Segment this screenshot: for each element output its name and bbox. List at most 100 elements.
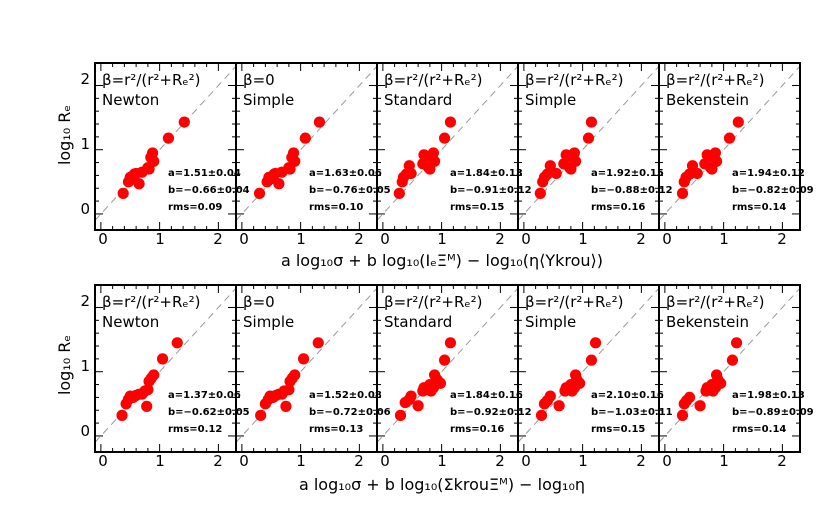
row0-col4-xtick-2: 2: [777, 230, 787, 248]
panel-r1-c2-one-to-one-line: [376, 287, 519, 443]
row0-col3-xtick-0: 0: [521, 230, 531, 248]
row1-col0-xtick-0: 0: [98, 452, 108, 470]
panel-r1-c1-title-line1: β=0: [243, 293, 275, 311]
panel-r1-c3-stat-0: a=2.10±0.16: [591, 390, 664, 401]
panel-r0-c0-point-13: [162, 132, 175, 144]
panel-r1-c3: β=r²/(r²+Rₑ²) Simple a=2.10±0.16 b=−1.03±0.…: [517, 284, 673, 453]
panel-r1-c0-point-9: [141, 400, 153, 412]
panel-r0-c4-title-line2: Bekenstein: [666, 91, 749, 109]
panel-r1-c0-point-14: [156, 353, 169, 365]
panel-r0-c1-point-14: [313, 116, 326, 128]
panel-r0-c2-point-5: [405, 167, 417, 180]
panel-r1-c4-point-3: [683, 391, 696, 404]
panel-r0-c4-one-to-one-line: [658, 65, 801, 221]
panel-r1-c2-point-0: [394, 409, 407, 421]
panel-r1-c3-title-line2: Simple: [525, 313, 576, 331]
row1-col3-xtick-0: 0: [521, 452, 531, 470]
row1-col4-xtick-0: 0: [662, 452, 672, 470]
row1-col1-xtick-0: 0: [239, 452, 249, 470]
panel-r0-c0-one-to-one-line: [94, 65, 237, 221]
row0-col2-xtick-1: 1: [437, 230, 447, 248]
row0-ytick-1: 1: [80, 135, 90, 153]
panel-r0-c1-stat-1: b=−0.76±0.05: [309, 185, 391, 196]
row1-col2-xtick-1: 1: [437, 452, 447, 470]
panel-r0-c3-point-11: [568, 147, 581, 159]
row1-ytick-2: 2: [80, 292, 90, 310]
panel-r1-c1-point-14: [297, 353, 310, 365]
panel-r1-c3-stat-1: b=−1.03±0.11: [591, 407, 673, 418]
panel-r0-c1-stat-2: rms=0.10: [309, 202, 363, 213]
panel-r0-c3-stat-2: rms=0.16: [591, 202, 645, 213]
panel-r0-c4-point-0: [676, 187, 689, 199]
panel-r0-c3-title-line1: β=r²/(r²+Rₑ²): [525, 71, 624, 89]
panel-r1-c1-one-to-one-line: [235, 287, 378, 443]
panel-r1-c4-stat-0: a=1.98±0.13: [732, 390, 805, 401]
panel-r0-c4-title-line1: β=r²/(r²+Rₑ²): [666, 71, 765, 89]
row0-ytick-2: 2: [80, 70, 90, 88]
panel-r0-c0-stat-2: rms=0.09: [168, 202, 222, 213]
row1-col0-xtick-1: 1: [155, 452, 165, 470]
panel-r0-c1-title-line1: β=0: [243, 71, 275, 89]
panel-r1-c4-point-13: [715, 377, 727, 389]
panel-r1-c4: β=r²/(r²+Rₑ²) Bekenstein a=1.98±0.13 b=−0.8…: [658, 284, 814, 453]
panel-r1-c2-point-4: [412, 400, 424, 412]
panel-r0-c0-title-line1: β=r²/(r²+Rₑ²): [102, 71, 201, 89]
row0-ytick-0: 0: [80, 200, 90, 218]
panel-r1-c2-stat-1: b=−0.92±0.12: [450, 407, 532, 418]
panel-r0-c4-stat-1: b=−0.82±0.09: [732, 185, 814, 196]
panel-r0-c0-stat-1: b=−0.66±0.04: [168, 185, 250, 196]
panel-r0-c1-point-11: [287, 147, 300, 159]
row1-col3-xtick-2: 2: [636, 452, 646, 470]
panel-r1-c2-point-13: [434, 377, 447, 389]
panel-r1-c0: β=r²/(r²+Rₑ²) Newton a=1.37±0.06 b=−0.62±0.…: [94, 284, 250, 453]
panel-r0-c3-point-0: [534, 187, 546, 199]
panel-r0-c3-point-13: [582, 132, 595, 144]
panel-r0-c2-title-line1: β=r²/(r²+Rₑ²): [384, 71, 483, 89]
row0-col2-xtick-2: 2: [495, 230, 505, 248]
row0-col0-xtick-0: 0: [98, 230, 108, 248]
panel-r1-c4-frame: [658, 284, 801, 453]
panel-r0-c1: β=0 Simple a=1.63±0.06 b=−0.76±0.05 rms=0.10: [235, 62, 391, 231]
panel-r1-c4-title-line2: Bekenstein: [666, 313, 749, 331]
panel-r0-c2-point-14: [444, 116, 457, 128]
panel-r1-c0-point-10: [142, 384, 154, 396]
panel-r1-c1-point-0: [255, 409, 267, 421]
row1-col0-xtick-2: 2: [213, 452, 223, 470]
row1-xticks: 0 1 2 0 1 2 0 1 2 0 1 2 0 1 2: [98, 452, 787, 470]
row0-col1-xtick-2: 2: [354, 230, 364, 248]
panel-r0-c0-point-6: [133, 178, 145, 190]
panel-r1-c1-point-15: [312, 337, 324, 349]
panel-r0-c2-stat-2: rms=0.15: [450, 202, 504, 213]
panel-r0-c2-point-12: [428, 155, 441, 167]
panel-r0-c0-point-14: [178, 116, 190, 128]
panel-r0-c1-one-to-one-line: [235, 65, 378, 221]
row1-xlabel: a log₁₀σ + b log₁₀(ΣkrouΞᴹ) − log₁₀η: [299, 475, 585, 494]
panel-r1-c1-stat-2: rms=0.13: [309, 424, 363, 435]
panel-r0-c4: β=r²/(r²+Rₑ²) Bekenstein a=1.94±0.12 b=−0.8…: [658, 62, 814, 231]
panel-r1-c4-stat-1: b=−0.89±0.09: [732, 407, 814, 418]
row0-col4-xtick-1: 1: [719, 230, 729, 248]
row0-col0-xtick-2: 2: [213, 230, 223, 248]
panel-r1-c3-point-3: [544, 390, 556, 402]
panel-r1-c0-title-line2: Newton: [102, 313, 159, 331]
row0-col1-xtick-1: 1: [296, 230, 306, 248]
panel-r0-c1-point-13: [299, 132, 311, 144]
row1-col1-xtick-2: 2: [354, 452, 364, 470]
panel-r1-c1-point-9: [280, 400, 292, 412]
panel-r0-c2-stat-0: a=1.84±0.13: [450, 168, 523, 179]
panel-r0-c3-point-14: [585, 116, 598, 128]
panel-r0-c2-title-line2: Standard: [384, 91, 452, 109]
panel-r0-c2-point-0: [393, 187, 405, 199]
row1-col3-xtick-1: 1: [578, 452, 588, 470]
panel-r1-c1: β=0 Simple a=1.52±0.08 b=−0.72±0.06 rms=0.13: [235, 284, 391, 453]
panel-r1-c3-one-to-one-line: [517, 287, 660, 443]
panel-r1-c3-title-line1: β=r²/(r²+Rₑ²): [525, 293, 624, 311]
panel-r0-c2-stat-1: b=−0.91±0.12: [450, 185, 532, 196]
panel-r0-c4-stat-0: a=1.94±0.12: [732, 168, 805, 179]
panel-r1-c1-title-line2: Simple: [243, 313, 294, 331]
panel-r1-c2-title-line1: β=r²/(r²+Rₑ²): [384, 293, 483, 311]
panel-r1-c2-point-14: [438, 354, 451, 366]
panel-r1-c2-stat-0: a=1.84±0.16: [450, 390, 523, 401]
row0-ylabel: log₁₀ Rₑ: [55, 105, 74, 165]
panel-r1-c4-point-14: [726, 354, 739, 366]
